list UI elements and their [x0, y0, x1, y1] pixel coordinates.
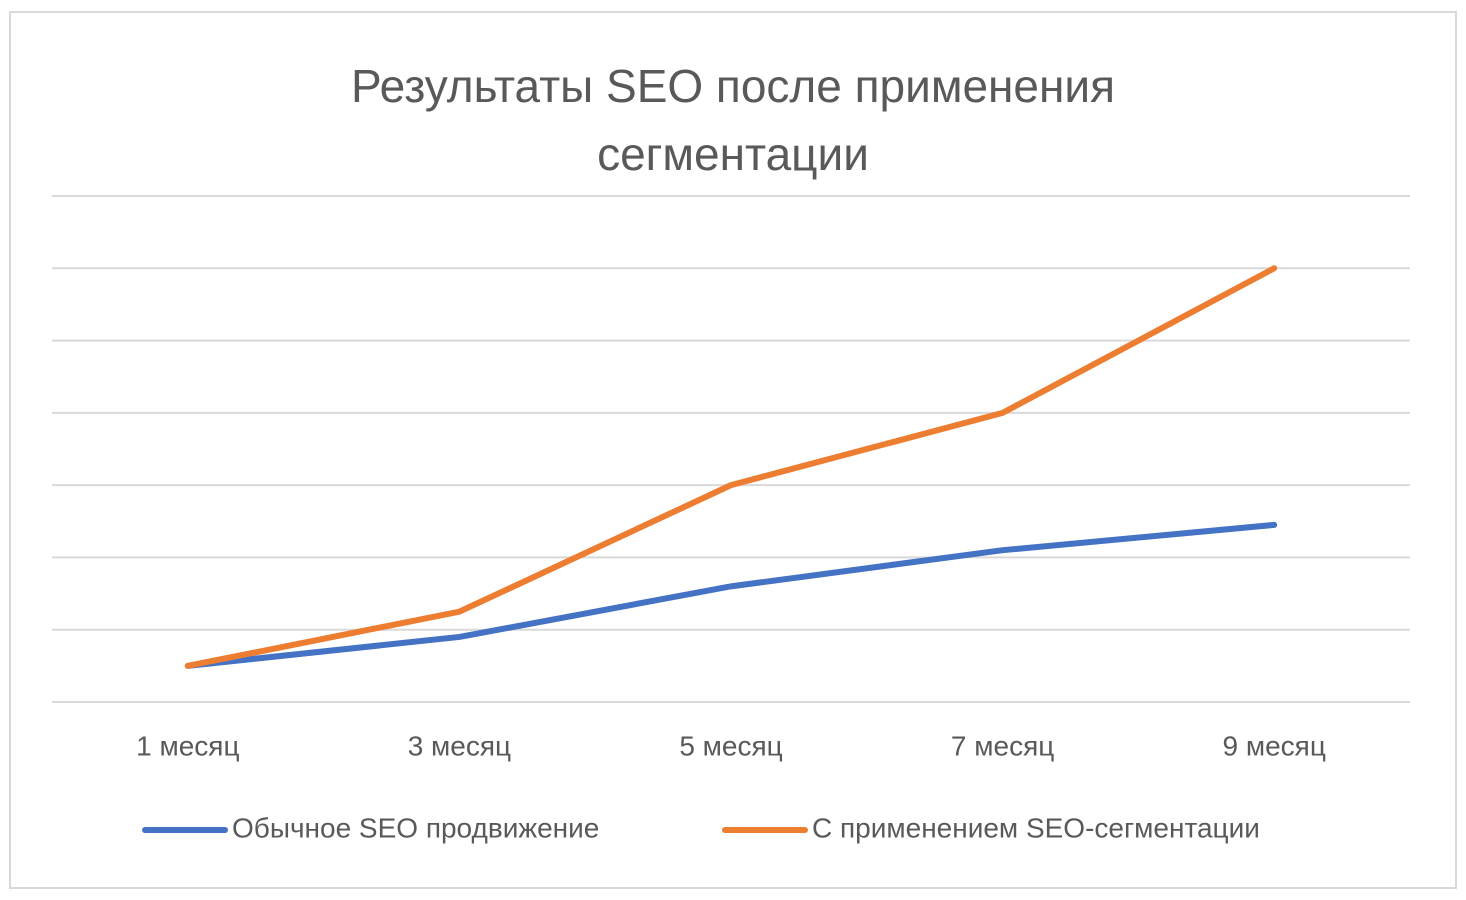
- series-line: [184, 521, 1278, 669]
- legend-label: С применением SEO-сегментации: [812, 812, 1260, 843]
- x-tick-label: 3 месяц: [408, 730, 511, 761]
- chart-border: [9, 11, 1457, 889]
- chart-title: Результаты SEO после применения сегмента…: [350, 60, 1116, 180]
- x-tick-label: 5 месяц: [679, 730, 782, 761]
- series-line: [184, 265, 1278, 669]
- x-tick-label: 9 месяц: [1223, 730, 1326, 761]
- x-tick-label: 7 месяц: [951, 730, 1054, 761]
- legend-label: Обычное SEO продвижение: [232, 812, 599, 843]
- x-tick-label: 1 месяц: [136, 730, 239, 761]
